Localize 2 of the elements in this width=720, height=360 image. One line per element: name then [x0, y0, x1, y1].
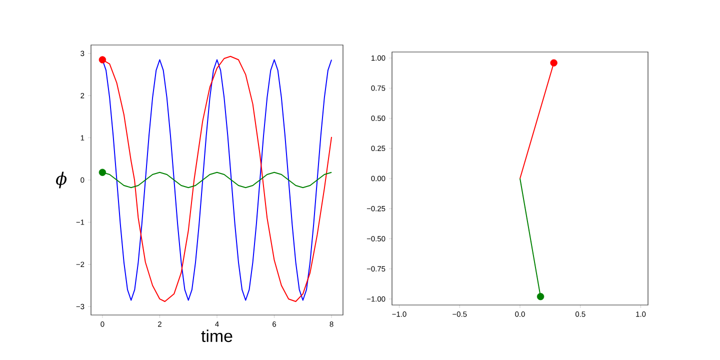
x-axis-title: time — [201, 330, 232, 342]
y-axis-title: ϕ — [56, 172, 67, 188]
